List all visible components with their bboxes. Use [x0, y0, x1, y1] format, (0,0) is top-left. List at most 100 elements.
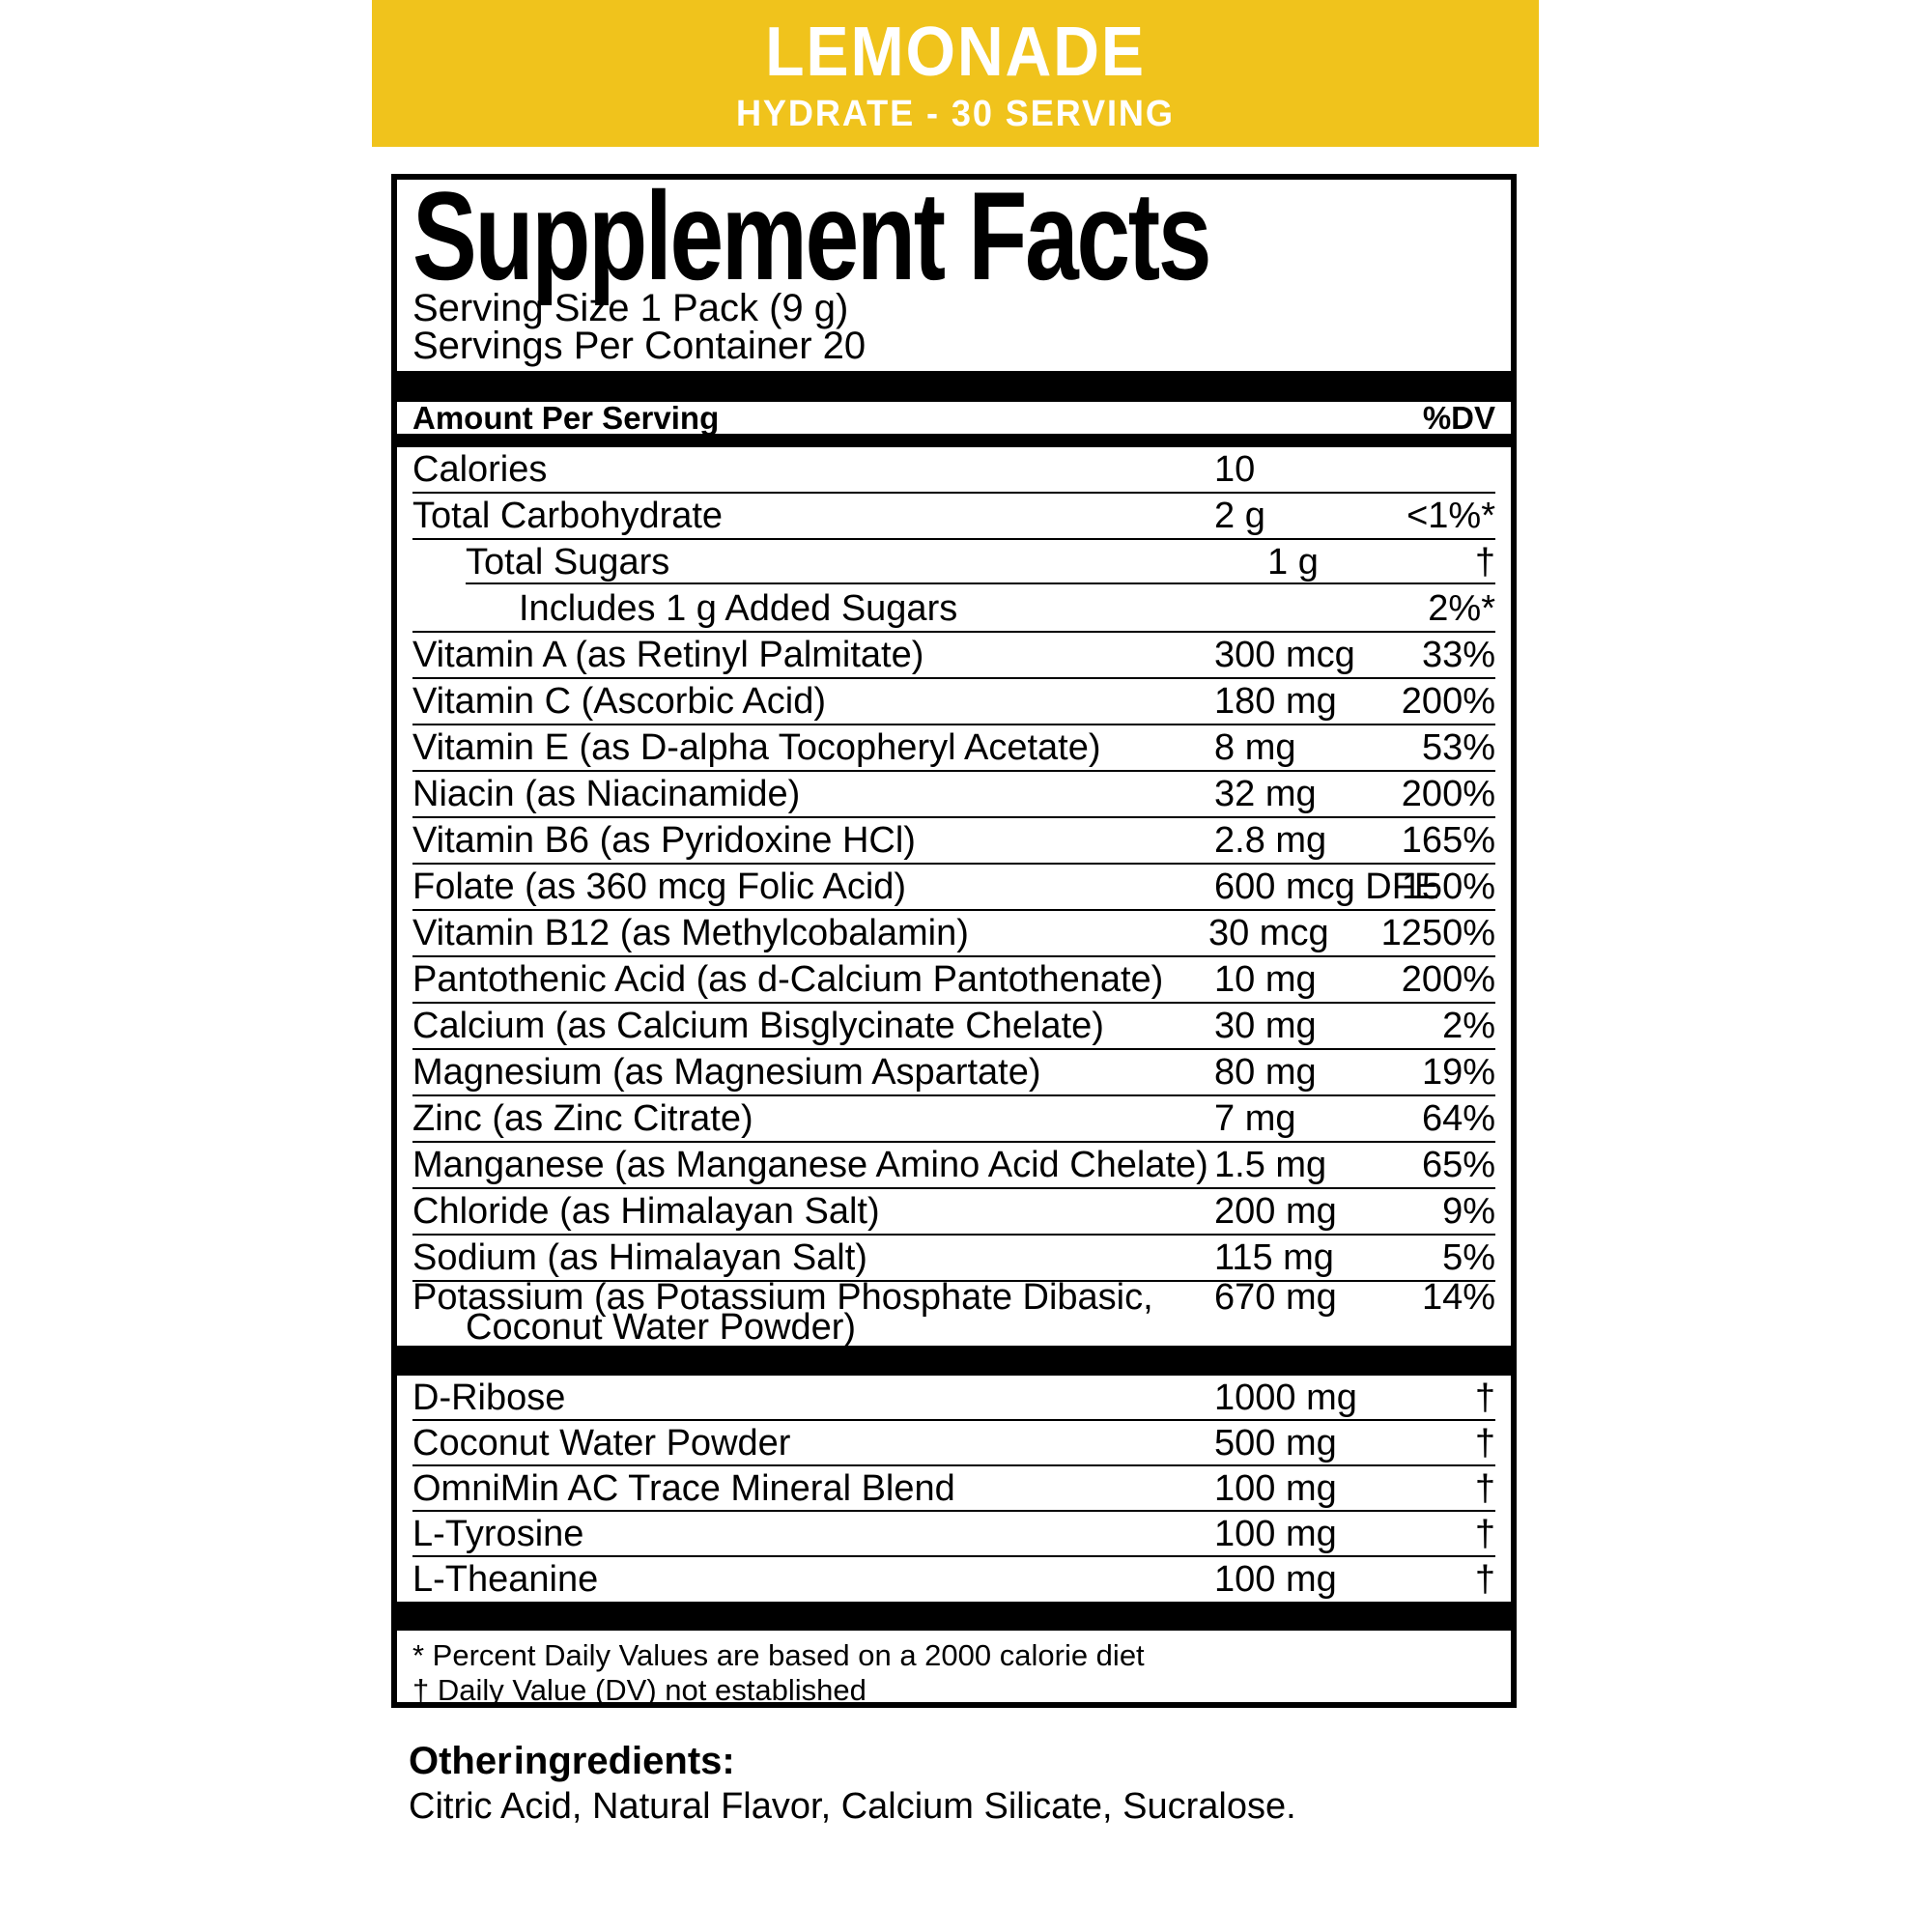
supplement-facts-panel: Supplement Facts Serving Size 1 Pack (9 …	[391, 174, 1517, 1708]
nutrient-amount: 80 mg	[1214, 1052, 1317, 1093]
nutrient-row: Niacin (as Niacinamide) 32 mg 200%	[412, 772, 1495, 818]
nutrient-dv: 53%	[1421, 727, 1495, 768]
amount-per-serving-label: Amount Per Serving	[412, 399, 720, 436]
other-ingredients-heading: Other ingredients:	[409, 1740, 735, 1782]
nutrient-dv: 14%	[1421, 1277, 1495, 1318]
nutrient-dv: †	[1474, 1377, 1495, 1418]
flavor-banner: LEMONADE HYDRATE - 30 SERVING	[372, 0, 1539, 147]
other-ingredients-text: Citric Acid, Natural Flavor, Calcium Sil…	[409, 1786, 1296, 1827]
nutrient-row: OmniMin AC Trace Mineral Blend 100 mg †	[412, 1466, 1495, 1512]
flavor-title: LEMONADE	[765, 14, 1146, 91]
nutrient-dv: 165%	[1401, 820, 1495, 861]
nutrient-amount: 8 mg	[1214, 727, 1296, 768]
nutrient-row: Calories 10	[412, 447, 1495, 494]
nutrient-row: Total Carbohydrate 2 g <1%*	[412, 494, 1495, 540]
nutrient-row: Includes 1 g Added Sugars 2%*	[412, 586, 1495, 633]
nutrient-row: Potassium (as Potassium Phosphate Dibasi…	[412, 1277, 1495, 1348]
nutrient-row: Vitamin B6 (as Pyridoxine HCl) 2.8 mg 165%	[412, 818, 1495, 865]
nutrient-name: Calories	[412, 449, 548, 490]
nutrient-name: Vitamin B12 (as Methylcobalamin)	[412, 913, 969, 953]
nutrient-row: Chloride (as Himalayan Salt) 200 mg 9%	[412, 1189, 1495, 1236]
nutrient-dv: †	[1474, 1467, 1495, 1509]
dv-label: %DV	[1422, 399, 1495, 436]
nutrient-dv: 33%	[1421, 635, 1495, 675]
nutrient-amount: 2.8 mg	[1214, 820, 1327, 861]
nutrient-amount: 200 mg	[1214, 1191, 1337, 1232]
nutrient-dv: 200%	[1401, 774, 1495, 814]
nutrient-dv: 19%	[1421, 1052, 1495, 1093]
nutrient-name: Vitamin A (as Retinyl Palmitate)	[412, 635, 924, 675]
nutrient-dv: 2%*	[1428, 588, 1495, 629]
serving-size: Serving Size 1 Pack (9 g)	[412, 287, 849, 329]
nutrient-name: Calcium (as Calcium Bisglycinate Chelate…	[412, 1006, 1104, 1046]
nutrient-name: Manganese (as Manganese Amino Acid Chela…	[412, 1145, 1208, 1185]
nutrient-amount: 100 mg	[1214, 1513, 1337, 1554]
nutrient-row: Vitamin A (as Retinyl Palmitate) 300 mcg 3…	[412, 633, 1495, 679]
nutrient-row: D-Ribose 1000 mg †	[412, 1376, 1495, 1421]
nutrient-name: Pantothenic Acid (as d-Calcium Pantothen…	[412, 959, 1164, 1000]
nutrient-row: Vitamin B12 (as Methylcobalamin) 30 mcg 12…	[412, 911, 1495, 957]
nutrient-name: Zinc (as Zinc Citrate)	[412, 1098, 753, 1139]
nutrient-name: Total Sugars	[466, 542, 670, 582]
nutrient-name: Chloride (as Himalayan Salt)	[412, 1191, 880, 1232]
nutrient-amount: 300 mcg	[1214, 635, 1355, 675]
nutrient-amount: 32 mg	[1214, 774, 1317, 814]
nutrient-row: Calcium (as Calcium Bisglycinate Chelate…	[412, 1004, 1495, 1050]
nutrient-name: Coconut Water Powder	[412, 1422, 791, 1463]
panel-title: Supplement Facts	[412, 174, 1211, 306]
nutrient-name: Potassium (as Potassium Phosphate Dibasi…	[412, 1277, 1153, 1348]
nutrient-dv: 65%	[1421, 1145, 1495, 1185]
nutrient-row: Magnesium (as Magnesium Aspartate) 80 mg 1…	[412, 1050, 1495, 1096]
nutrient-name: Includes 1 g Added Sugars	[519, 588, 958, 629]
nutrient-row: Total Sugars 1 g †	[412, 540, 1495, 586]
nutrient-name: Niacin (as Niacinamide)	[412, 774, 801, 814]
nutrient-amount: 1.5 mg	[1214, 1145, 1327, 1185]
nutrient-row: Coconut Water Powder 500 mg †	[412, 1421, 1495, 1466]
nutrient-dv: 150%	[1401, 867, 1495, 907]
nutrient-dv: 200%	[1401, 681, 1495, 722]
nutrient-name: OmniMin AC Trace Mineral Blend	[412, 1467, 955, 1509]
footnote-asterisk: * Percent Daily Values are based on a 20…	[412, 1638, 1145, 1672]
separator-bar	[397, 371, 1511, 402]
footnote-dagger: † Daily Value (DV) not established	[412, 1673, 867, 1707]
nutrient-rows: Calories 10 Total Carbohydrate 2 g <1%* Total…	[412, 447, 1495, 1346]
separator-bar	[397, 434, 1511, 447]
nutrient-dv: †	[1474, 1513, 1495, 1554]
nutrient-dv: †	[1474, 1559, 1495, 1600]
nutrient-row: Vitamin C (Ascorbic Acid) 180 mg 200%	[412, 679, 1495, 725]
nutrient-name: Sodium (as Himalayan Salt)	[412, 1237, 867, 1278]
nutrient-row: Pantothenic Acid (as d-Calcium Pantothen…	[412, 957, 1495, 1004]
servings-per-container: Servings Per Container 20	[412, 325, 867, 367]
serving-info: Serving Size 1 Pack (9 g) Servings Per C…	[412, 287, 1495, 367]
nutrient-name: Total Carbohydrate	[412, 496, 724, 536]
nutrient-dv: 2%	[1442, 1006, 1495, 1046]
nutrient-name: Folate (as 360 mcg Folic Acid)	[412, 867, 907, 907]
nutrient-amount: 180 mg	[1214, 681, 1337, 722]
nutrient-name: Vitamin E (as D-alpha Tocopheryl Acetate…	[412, 727, 1101, 768]
nutrient-amount: 115 mg	[1214, 1237, 1334, 1278]
column-header-row: Amount Per Serving %DV	[412, 399, 1495, 436]
nutrient-amount: 1 g	[1267, 542, 1319, 582]
product-subtitle: HYDRATE - 30 SERVING	[736, 94, 1175, 134]
nutrient-amount: 30 mg	[1214, 1006, 1317, 1046]
nutrient-name: D-Ribose	[412, 1377, 566, 1418]
nutrient-row: Vitamin E (as D-alpha Tocopheryl Acetate…	[412, 725, 1495, 772]
nutrient-amount: 1000 mg	[1214, 1377, 1357, 1418]
nutrient-dv: †	[1474, 542, 1495, 582]
nutrient-row: L-Theanine 100 mg †	[412, 1557, 1495, 1602]
nutrient-dv: 200%	[1401, 959, 1495, 1000]
nutrient-amount: 100 mg	[1214, 1559, 1337, 1600]
footnotes: * Percent Daily Values are based on a 20…	[412, 1631, 1495, 1707]
nutrient-row: Zinc (as Zinc Citrate) 7 mg 64%	[412, 1096, 1495, 1143]
nutrient-dv: †	[1474, 1422, 1495, 1463]
nutrient-name: L-Theanine	[412, 1559, 599, 1600]
nutrient-amount: 600 mcg DFE	[1214, 867, 1439, 907]
other-ingredients-section: Other ingredients: Citric Acid, Natural …	[409, 1739, 1529, 1830]
nutrient-row: Sodium (as Himalayan Salt) 115 mg 5%	[412, 1236, 1495, 1282]
nutrient-dv: <1%*	[1406, 496, 1495, 536]
nutrient-row: Manganese (as Manganese Amino Acid Chela…	[412, 1143, 1495, 1189]
nutrient-amount: 2 g	[1214, 496, 1265, 536]
supplement-rows: D-Ribose 1000 mg † Coconut Water Powder 500 …	[412, 1376, 1495, 1602]
nutrient-amount: 670 mg	[1214, 1277, 1337, 1318]
